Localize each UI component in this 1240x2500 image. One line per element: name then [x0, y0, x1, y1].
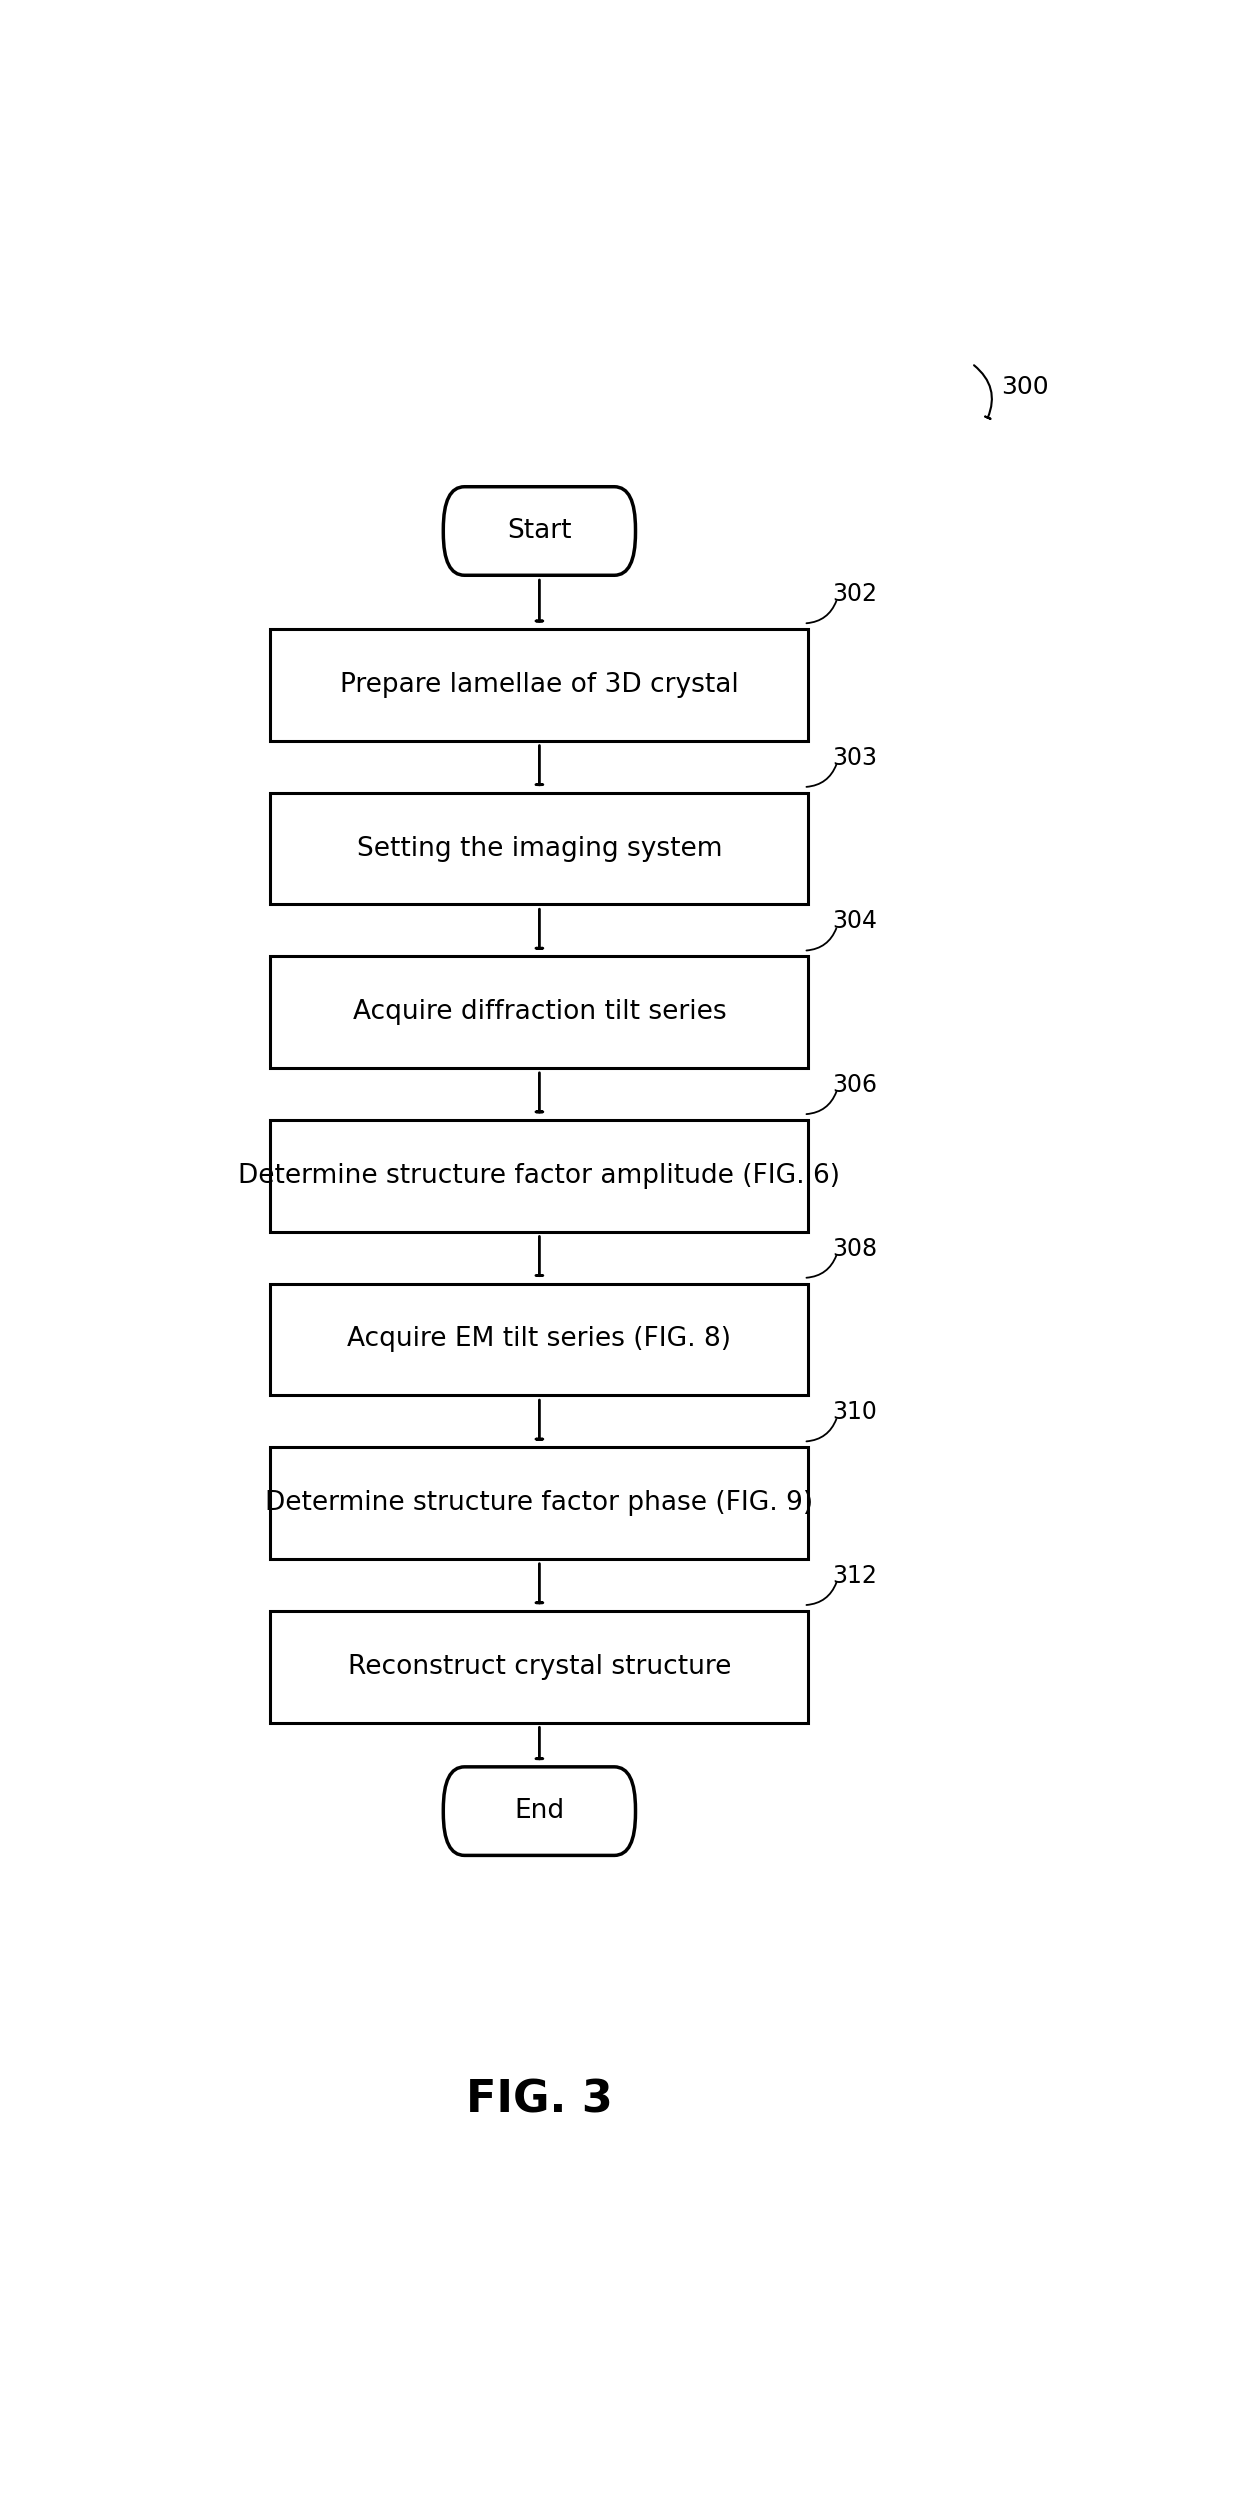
FancyBboxPatch shape	[270, 1448, 808, 1560]
Text: 308: 308	[832, 1238, 878, 1260]
Text: 310: 310	[832, 1400, 878, 1425]
Text: Prepare lamellae of 3D crystal: Prepare lamellae of 3D crystal	[340, 672, 739, 698]
FancyBboxPatch shape	[270, 958, 808, 1068]
Text: Determine structure factor phase (FIG. 9): Determine structure factor phase (FIG. 9…	[265, 1490, 813, 1515]
Text: 312: 312	[832, 1565, 878, 1588]
FancyBboxPatch shape	[270, 630, 808, 740]
Text: FIG. 3: FIG. 3	[466, 2078, 613, 2122]
Text: Reconstruct crystal structure: Reconstruct crystal structure	[347, 1655, 732, 1680]
Text: 300: 300	[1001, 375, 1048, 398]
Text: Determine structure factor amplitude (FIG. 6): Determine structure factor amplitude (FI…	[238, 1162, 841, 1190]
Text: 302: 302	[832, 582, 878, 605]
Text: Start: Start	[507, 518, 572, 545]
FancyBboxPatch shape	[270, 1120, 808, 1232]
FancyBboxPatch shape	[270, 792, 808, 905]
FancyBboxPatch shape	[444, 1768, 635, 1855]
Text: End: End	[515, 1798, 564, 1825]
Text: 303: 303	[832, 745, 878, 770]
FancyBboxPatch shape	[444, 488, 635, 575]
Text: 304: 304	[832, 910, 878, 932]
Text: 306: 306	[832, 1072, 878, 1098]
Text: Acquire EM tilt series (FIG. 8): Acquire EM tilt series (FIG. 8)	[347, 1328, 732, 1352]
FancyBboxPatch shape	[270, 1282, 808, 1395]
Text: Setting the imaging system: Setting the imaging system	[357, 835, 722, 862]
FancyBboxPatch shape	[270, 1610, 808, 1722]
Text: Acquire diffraction tilt series: Acquire diffraction tilt series	[352, 1000, 727, 1025]
